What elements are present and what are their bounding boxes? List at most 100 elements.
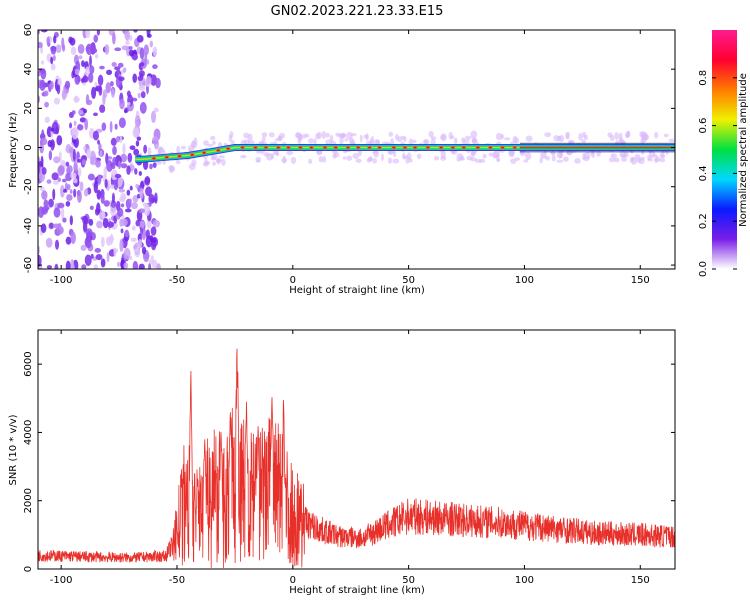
noise-speckle <box>86 148 92 159</box>
ridge-halo <box>191 140 196 148</box>
ridge-halo <box>392 158 400 164</box>
noise-speckle <box>133 30 138 33</box>
colorbar-ticks: 0.0 0.2 0.4 0.6 0.8 <box>698 70 737 277</box>
ridge-peak <box>356 146 360 149</box>
ridge-halo <box>261 132 268 138</box>
ridge-halo <box>574 158 581 164</box>
noise-speckle <box>135 183 139 189</box>
noise-speckle <box>110 233 114 245</box>
noise-speckle <box>39 186 45 192</box>
noise-speckle <box>135 219 140 227</box>
noise-speckle <box>50 46 57 55</box>
noise-speckle <box>139 220 145 229</box>
noise-speckle <box>100 258 106 268</box>
noise-speckle <box>132 260 139 269</box>
ridge-peak <box>276 146 280 149</box>
ridge-peak <box>226 147 230 150</box>
noise-speckle <box>65 260 71 269</box>
ridge-halo <box>218 155 225 159</box>
noise-speckle <box>50 63 56 71</box>
ridge-halo <box>464 135 472 140</box>
noise-speckle <box>44 116 50 124</box>
spectrogram-y-ticks: -60 -40 -20 0 20 40 60 <box>23 24 675 273</box>
noise-speckle <box>83 146 87 151</box>
noise-speckle <box>119 239 124 253</box>
ridge-halo <box>428 130 434 138</box>
noise-speckle <box>111 88 115 98</box>
ridge-peak <box>165 156 169 159</box>
ridge-halo <box>286 150 294 156</box>
ridge-halo <box>243 132 250 139</box>
noise-speckle <box>138 263 145 269</box>
noise-speckle <box>38 41 43 49</box>
noise-speckle <box>77 124 84 131</box>
ridge-halo <box>322 155 327 163</box>
ridge-halo <box>308 158 313 164</box>
noise-speckle <box>144 176 151 186</box>
noise-speckle <box>77 110 84 115</box>
noise-speckle <box>124 30 130 41</box>
noise-speckle <box>143 44 149 56</box>
noise-speckle <box>126 165 131 175</box>
noise-speckle <box>103 200 110 207</box>
noise-speckle <box>107 221 115 228</box>
noise-speckle <box>55 44 62 53</box>
ridge-halo <box>290 156 297 165</box>
noise-speckle <box>134 168 138 175</box>
spectrogram-noise-region <box>38 30 161 269</box>
noise-speckle <box>123 247 131 260</box>
ridge-halo <box>469 157 477 162</box>
noise-speckle <box>94 53 99 59</box>
noise-speckle <box>149 40 154 48</box>
noise-speckle <box>105 82 112 94</box>
noise-speckle <box>126 189 131 196</box>
ridge-halo <box>581 139 586 144</box>
noise-speckle <box>152 162 157 168</box>
noise-speckle <box>138 208 145 214</box>
ridge-halo <box>416 153 422 160</box>
noise-speckle <box>106 160 113 172</box>
noise-speckle <box>73 188 77 198</box>
ridge-halo <box>514 157 520 161</box>
noise-speckle <box>150 226 157 236</box>
noise-speckle <box>153 107 159 113</box>
noise-speckle <box>134 246 141 258</box>
noise-speckle <box>71 110 76 115</box>
snr-x-tick-label: 150 <box>631 575 650 586</box>
noise-speckle <box>113 247 117 257</box>
ridge-halo <box>176 145 181 154</box>
noise-speckle <box>120 153 128 163</box>
noise-speckle <box>70 231 76 244</box>
noise-speckle <box>41 190 48 200</box>
noise-speckle <box>69 189 73 194</box>
noise-speckle <box>95 159 101 168</box>
noise-speckle <box>87 173 95 181</box>
ridge-halo <box>180 145 187 150</box>
noise-speckle <box>152 219 160 228</box>
noise-speckle <box>65 236 72 245</box>
noise-speckle <box>85 66 90 77</box>
spectrogram-x-ticks: -100 -50 0 50 100 150 <box>50 30 650 286</box>
ridge-halo <box>493 150 497 159</box>
noise-speckle <box>99 65 105 70</box>
snr-y-label: SNR (10 * v/v) <box>8 414 19 485</box>
ridge-halo <box>359 134 363 143</box>
noise-speckle <box>93 112 98 117</box>
ridge-halo <box>282 155 286 164</box>
ridge-halo <box>212 140 216 145</box>
noise-speckle <box>52 54 56 62</box>
noise-speckle <box>64 80 71 90</box>
noise-speckle <box>93 48 98 54</box>
noise-speckle <box>48 222 54 229</box>
noise-speckle <box>69 37 76 46</box>
spectrogram-y-tick-label: 60 <box>23 24 34 37</box>
noise-speckle <box>145 229 150 240</box>
ridge-halo <box>266 152 274 161</box>
noise-speckle <box>49 80 54 90</box>
noise-speckle <box>150 110 156 124</box>
noise-speckle <box>104 44 110 55</box>
noise-speckle <box>123 262 129 269</box>
noise-speckle <box>128 49 135 57</box>
ridge-halo <box>629 157 634 163</box>
ridge-halo <box>578 132 583 141</box>
